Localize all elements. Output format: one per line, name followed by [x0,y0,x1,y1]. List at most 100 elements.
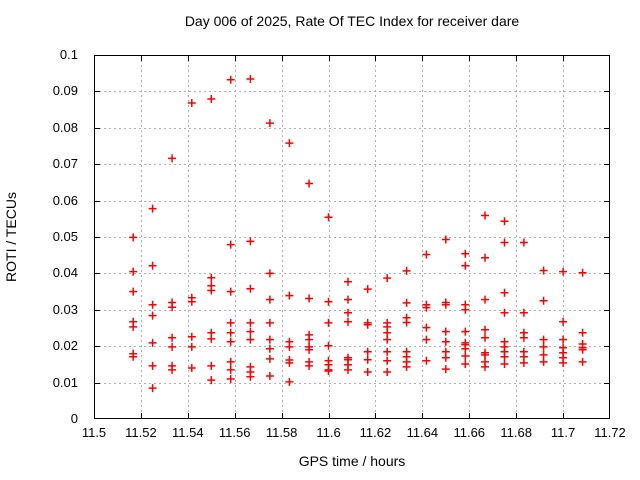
data-point-marker [246,335,255,344]
data-point-marker [207,286,216,295]
data-point-marker [226,318,235,327]
data-point-marker [324,297,333,306]
data-point-marker [226,75,235,84]
data-point-marker [383,347,392,356]
data-point-marker [519,333,528,342]
x-tick-label: 11.5 [81,425,107,440]
data-point-marker [285,139,294,148]
data-point-marker [383,335,392,344]
data-point-marker [344,308,352,317]
x-axis-label: GPS time / hours [298,453,406,469]
data-point-marker [187,99,196,107]
data-point-marker [265,354,274,363]
data-point-marker [148,300,157,309]
data-point-marker [500,308,509,317]
data-point-marker [363,355,372,364]
data-point-marker [344,277,352,286]
data-point-marker [187,364,196,372]
y-tick-label: 0.08 [52,119,78,135]
data-point-marker [559,267,568,276]
data-point-marker [441,337,450,346]
data-point-marker [305,361,314,370]
data-point-marker [305,294,314,303]
data-point-marker [285,342,294,351]
data-point-marker [265,372,274,380]
data-point-marker [441,327,450,336]
data-point-marker [265,295,274,304]
data-point-marker [422,356,431,365]
data-point-marker [265,318,274,327]
data-point-marker [324,213,333,222]
data-point-marker [148,261,157,270]
data-point-marker [246,318,255,327]
x-tick-label: 11.72 [594,425,626,440]
data-point-marker [265,119,274,128]
data-point-marker [383,274,392,283]
data-point-marker [285,291,294,300]
x-tick-label: 11.7 [550,425,576,440]
data-point-marker [402,266,411,275]
data-point-marker [500,352,509,361]
data-point-marker [168,333,177,342]
data-point-marker [500,238,509,247]
data-point-marker [324,318,333,327]
data-point-marker [402,318,411,327]
data-point-marker [187,332,196,341]
data-point-marker [539,296,548,305]
data-point-marker [461,352,470,360]
x-tick-label: 11.58 [265,425,298,440]
data-point-marker [481,333,489,342]
data-point-marker [265,269,274,278]
data-point-marker [265,335,274,344]
x-tick-label: 11.66 [453,425,486,440]
x-tick-label: 11.56 [218,425,251,440]
data-point-marker [246,372,255,381]
data-point-marker [578,268,587,277]
data-point-marker [559,358,568,367]
data-point-marker [226,357,235,366]
y-tick-label: 0.1 [59,47,78,62]
data-point-marker [226,287,235,296]
data-point-marker [422,250,431,259]
data-point-marker [324,341,333,350]
data-point-marker [129,267,138,276]
data-point-marker [207,95,216,103]
data-point-marker [441,235,450,244]
data-point-marker [500,217,509,226]
data-point-marker [481,350,489,359]
data-point-marker [481,325,489,334]
y-tick-label: 0.03 [52,301,78,317]
data-point-marker [402,362,411,371]
data-point-marker [148,204,157,213]
data-point-marker [383,368,392,376]
data-point-marker [461,305,470,314]
y-tick-label: 0.05 [52,229,78,244]
data-point-marker [168,154,177,163]
data-point-marker [363,285,372,294]
data-point-marker [539,266,548,275]
x-tick-label: 11.54 [172,425,204,440]
data-point-marker [168,303,177,312]
data-point-marker [363,320,372,329]
data-point-marker [441,353,450,362]
y-tick-label: 0.09 [52,83,78,99]
data-point-marker [363,347,372,356]
data-point-marker [246,237,255,246]
data-point-marker [168,365,177,374]
data-point-marker [539,350,548,359]
data-point-marker [500,360,509,368]
plot-svg [94,55,610,419]
data-point-marker [383,356,392,365]
data-point-marker [129,322,138,331]
data-point-marker [226,365,235,374]
data-point-marker [148,338,157,347]
data-point-marker [129,352,138,361]
data-point-marker [539,357,548,366]
data-point-marker [559,317,568,326]
data-point-marker [500,288,509,297]
data-point-marker [148,311,157,320]
y-tick-label: 0.04 [52,265,78,281]
y-tick-label: 0.02 [52,338,78,354]
data-point-marker [519,308,528,317]
x-tick-label: 11.68 [500,425,532,440]
